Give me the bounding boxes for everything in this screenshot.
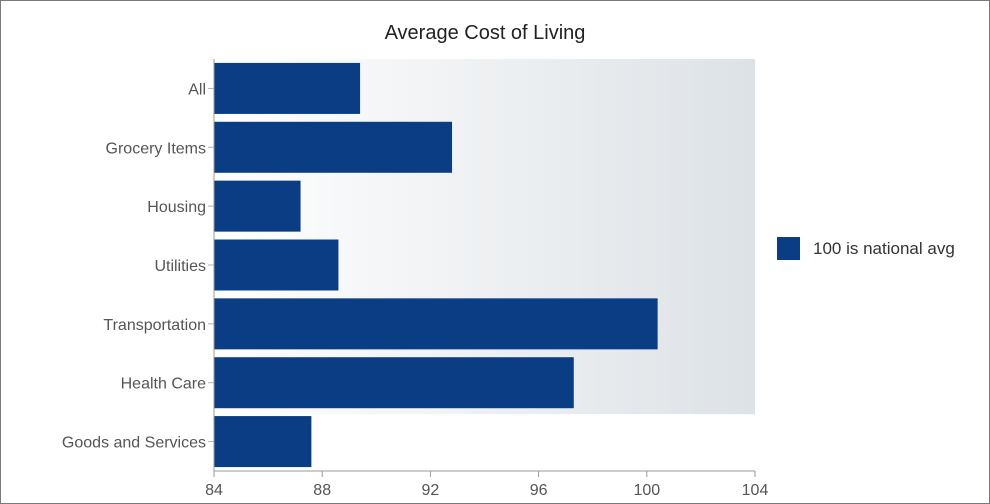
- x-tick-label: 84: [205, 482, 223, 499]
- bar-grocery-items: [214, 121, 453, 173]
- category-label: Grocery Items: [106, 140, 206, 157]
- legend-label: 100 is national avg: [813, 239, 955, 258]
- x-tick-label: 92: [422, 482, 440, 499]
- bars-group: [214, 62, 658, 468]
- bar-goods-and-services: [214, 416, 312, 468]
- bar-health-care: [214, 357, 574, 409]
- category-label: Goods and Services: [62, 435, 206, 452]
- bar-utilities: [214, 239, 339, 291]
- category-label: Health Care: [121, 376, 206, 393]
- bar-all: [214, 62, 361, 114]
- plot-background: [214, 59, 755, 415]
- bar-transportation: [214, 298, 658, 350]
- x-axis: 84 88 92 96 100 104: [205, 59, 768, 499]
- x-tick-label: 88: [313, 482, 331, 499]
- category-label: Transportation: [103, 317, 206, 334]
- chart-title: Average Cost of Living: [385, 22, 586, 44]
- x-tick-label: 100: [633, 482, 660, 499]
- category-label: All: [188, 81, 206, 98]
- category-label: Housing: [147, 199, 206, 216]
- category-labels: All Grocery Items Housing Utilities Transpor…: [62, 81, 214, 452]
- legend: 100 is national avg: [777, 237, 955, 260]
- legend-swatch: [777, 237, 800, 260]
- bar-housing: [214, 180, 301, 232]
- category-label: Utilities: [154, 258, 206, 275]
- x-tick-label: 104: [742, 482, 769, 499]
- x-tick-label: 96: [530, 482, 548, 499]
